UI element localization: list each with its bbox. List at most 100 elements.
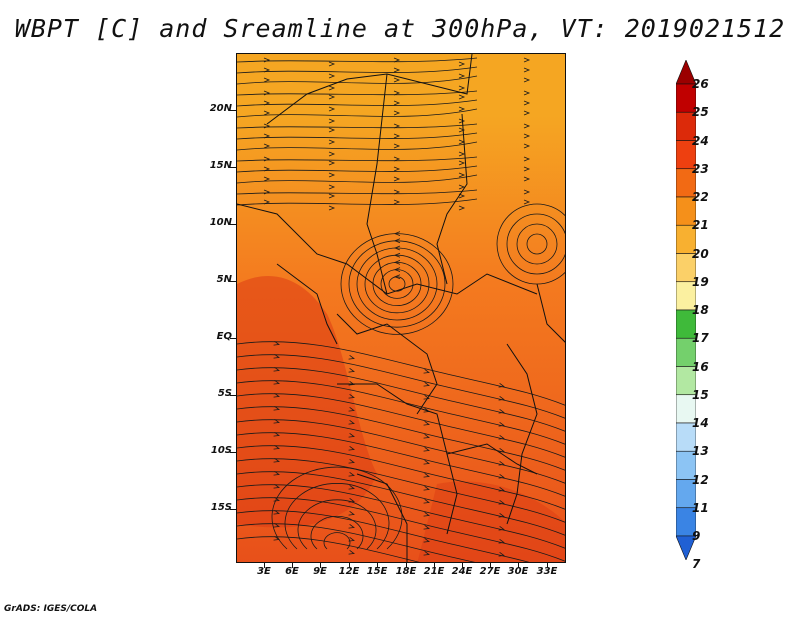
streamline-arrow (458, 184, 466, 190)
streamline-arrow (393, 90, 401, 96)
streamline-arrow (273, 353, 280, 359)
streamline-arrow (393, 133, 401, 139)
streamline-arrow (273, 509, 280, 515)
streamline-arrow (273, 483, 280, 489)
streamline-arrow (263, 77, 271, 83)
streamline-arrow (423, 537, 430, 543)
streamline (380, 269, 414, 299)
streamline-arrow (273, 379, 280, 385)
streamline-arrow (523, 199, 531, 205)
streamline-arrow (423, 485, 430, 491)
hot-region-southeast (417, 481, 565, 562)
streamline-arrow (263, 176, 271, 182)
streamline (237, 341, 565, 406)
streamline-arrow (523, 166, 531, 172)
lat-tick (230, 338, 236, 339)
colorbar-label: 19 (692, 274, 709, 289)
lat-tick (230, 110, 236, 111)
colorbar-label: 21 (692, 218, 709, 233)
colorbar (676, 60, 696, 560)
lon-label-24e: 24E (451, 566, 473, 577)
streamline-arrow (348, 458, 355, 464)
streamline-arrow (348, 536, 355, 542)
streamline (506, 213, 565, 275)
streamline-arrow (328, 94, 336, 100)
streamline-arrow (423, 524, 430, 530)
streamline (237, 523, 476, 562)
lon-label-21e: 21E (423, 566, 445, 577)
streamline-arrow (263, 133, 271, 139)
lon-tick (547, 563, 548, 568)
streamline-arrow (328, 184, 336, 190)
streamline (237, 497, 565, 562)
streamline-arrow (393, 156, 401, 162)
streamline-arrow (328, 205, 336, 211)
streamline-arrow (523, 156, 531, 162)
streamline (237, 510, 530, 562)
streamline-arrow (458, 205, 466, 211)
streamline-arrow (348, 471, 355, 477)
streamline-arrow (273, 366, 280, 372)
streamline-arrow (523, 100, 531, 106)
colorbar-label: 22 (692, 190, 709, 204)
streamline-arrow (273, 431, 280, 437)
streamline-arrow (273, 444, 280, 450)
streamline-arrow (348, 380, 355, 386)
streamline-arrow (328, 118, 336, 124)
lat-tick (230, 167, 236, 168)
streamline-arrow (273, 340, 280, 346)
streamline (364, 254, 430, 314)
streamline-arrow (423, 550, 430, 556)
lat-label-5s: 5S (217, 388, 232, 399)
streamline-arrow (348, 406, 355, 412)
streamline-arrow (348, 419, 355, 425)
streamline-arrow (263, 57, 271, 63)
streamline-arrow (423, 446, 430, 452)
streamline-arrow (458, 127, 466, 133)
streamline-arrow (523, 77, 531, 83)
streamline-arrow (348, 432, 355, 438)
streamline-arrow (498, 408, 505, 414)
streamline-arrow (263, 189, 271, 195)
streamline-arrow (348, 523, 355, 529)
streamline (516, 223, 558, 265)
streamline (237, 108, 478, 118)
colorbar-label: 13 (692, 444, 709, 459)
streamline-arrow (458, 193, 466, 199)
streamline (388, 276, 406, 292)
lon-tick (434, 563, 435, 568)
colorbar-label: 20 (692, 246, 709, 261)
streamline (310, 515, 364, 550)
lon-label-3e: 3E (257, 566, 271, 577)
streamline-arrow (393, 274, 401, 280)
colorbar-label: 9 (692, 529, 701, 543)
lon-label-6e: 6E (285, 566, 299, 577)
lat-tick (230, 224, 236, 225)
streamline-arrow (328, 139, 336, 145)
streamline-arrow (458, 118, 466, 124)
streamline-arrow (393, 267, 401, 272)
colorbar-label: 26 (692, 77, 709, 91)
streamline (237, 165, 478, 173)
colorbar-label: 16 (692, 359, 709, 374)
streamline-arrow (393, 245, 401, 251)
streamline-arrow (458, 160, 466, 166)
streamline-arrow (263, 123, 271, 129)
streamlines (237, 57, 565, 562)
streamline-arrow (393, 123, 401, 129)
streamline (348, 240, 446, 328)
streamline-arrow (458, 172, 466, 178)
streamline (297, 499, 377, 550)
lon-tick (292, 563, 293, 568)
streamline-arrow (393, 143, 401, 149)
streamline-arrow (348, 484, 355, 490)
streamline (237, 536, 420, 562)
streamline-arrow (263, 166, 271, 172)
credit-text: GrADS: IGES/COLA (4, 604, 98, 614)
streamline-arrow (393, 199, 401, 205)
streamline-arrow (273, 470, 280, 476)
streamline-arrow (273, 457, 280, 463)
streamline (237, 367, 565, 432)
colorbar-label: 7 (692, 557, 701, 572)
streamline-arrow (498, 447, 505, 453)
